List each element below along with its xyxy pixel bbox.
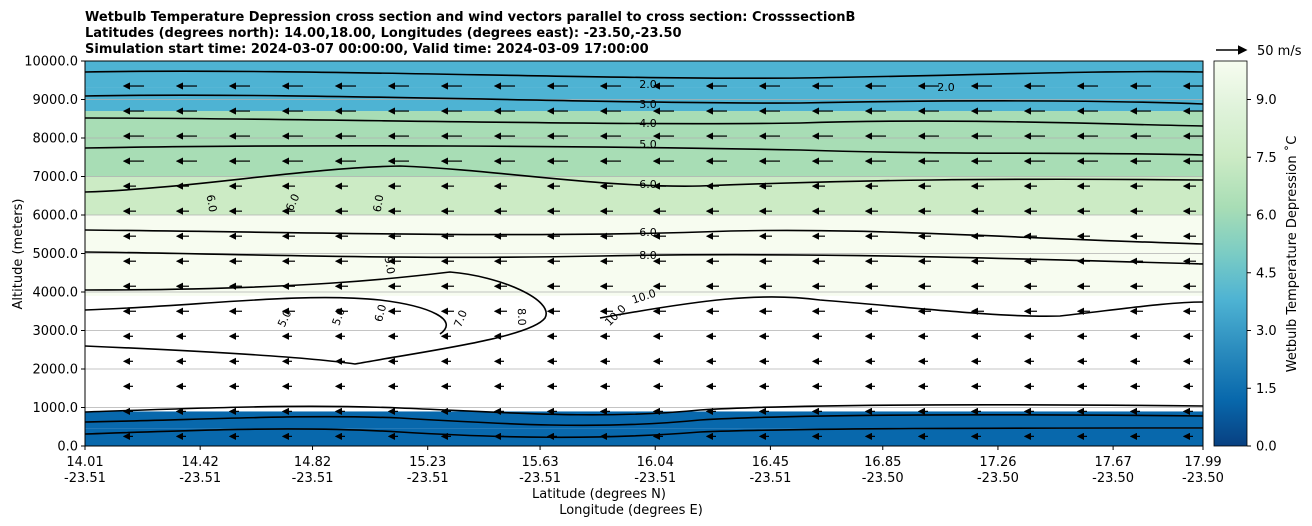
contour-label-15: 6.0 [372, 303, 389, 323]
colorbar-tick-label-1: 1.5 [1256, 382, 1277, 397]
depression-band-10 [85, 61, 1203, 88]
y-tick-label-1: 1000.0 [33, 401, 79, 416]
colorbar-tick-label-0: 0.0 [1256, 440, 1277, 455]
wind-vectors [122, 82, 1203, 440]
x-tick-lon-5: -23.51 [634, 471, 676, 486]
title-line-3: Simulation start time: 2024-03-07 00:00:… [85, 42, 649, 57]
contour-label-5: 6.0 [639, 226, 657, 239]
contour-label-11: 6.0 [371, 194, 387, 213]
x-axis-label-lat: Latitude (degrees N) [532, 487, 666, 502]
contour-label-8: 2.0 [937, 81, 955, 94]
y-tick-label-9: 9000.0 [33, 93, 79, 108]
depression-band-3 [85, 295, 1203, 327]
chart-title: Wetbulb Temperature Depression cross sec… [85, 10, 855, 57]
contour-4 [85, 117, 1203, 127]
contour-8 [85, 251, 1203, 265]
contour-label-2: 4.0 [639, 117, 657, 130]
contour-10 [85, 271, 547, 365]
contour-label-3: 5.0 [639, 138, 657, 151]
contour-surface-3 [85, 427, 1203, 439]
depression-band-6 [85, 176, 1203, 215]
y-tick-label-2: 2000.0 [33, 363, 79, 378]
colorbar-tick-label-5: 7.5 [1256, 151, 1277, 166]
contour-label-4: 6.0 [639, 178, 657, 191]
x-axis-label-lon: Longitude (degrees E) [559, 503, 703, 518]
contour-6-lower [85, 229, 1203, 245]
x-tick-lat-5: 16.04 [637, 455, 674, 470]
colorbar-tick-label-2: 3.0 [1256, 324, 1277, 339]
contour-label-0: 2.0 [639, 78, 657, 91]
depression-band-7 [85, 138, 1203, 177]
x-tick-lon-2: -23.51 [292, 471, 334, 486]
contour-5 [85, 145, 1203, 156]
contour-label-9: 6.0 [204, 194, 220, 213]
horizontal-grid [85, 61, 1203, 446]
contour-6-upper [85, 165, 1203, 193]
y-tick-label-7: 7000.0 [33, 170, 79, 185]
y-tick-label-3: 3000.0 [33, 324, 79, 339]
depression-bands [85, 61, 1203, 446]
x-tick-lat-9: 17.67 [1095, 455, 1132, 470]
colorbar-gradient [1213, 60, 1248, 447]
colorbar-tick-label-4: 6.0 [1256, 209, 1277, 224]
x-tick-lat-10: 17.99 [1184, 455, 1221, 470]
y-tick-label-6: 6000.0 [33, 209, 79, 224]
contour-surface-2 [85, 414, 1203, 427]
x-tick-lon-4: -23.51 [519, 471, 561, 486]
x-tick-lon-6: -23.51 [749, 471, 791, 486]
y-tick-label-8: 8000.0 [33, 132, 79, 147]
plot-area: 2.03.04.05.06.06.08.010.02.06.0 6.0 6.09.0… [85, 61, 1203, 446]
depression-band-4 [85, 257, 1203, 296]
y-axis-label: Altitude (meters) [11, 199, 26, 310]
contour-surface-1 [85, 404, 1203, 416]
x-tick-lat-4: 15.63 [521, 455, 558, 470]
y-tick-label-10: 10000.0 [24, 55, 78, 70]
y-tick-label-0: 0.0 [57, 440, 78, 455]
x-tick-lon-3: -23.51 [407, 471, 449, 486]
contour-3 [85, 94, 1203, 105]
title-line-2: Latitudes (degrees north): 14.00,18.00, … [85, 26, 682, 41]
x-tick-lat-3: 15.23 [409, 455, 446, 470]
colorbar-label: Wetbulb Temperature Depression ˚C [1284, 136, 1300, 373]
depression-band-8 [85, 111, 1203, 138]
colorbar-ticks: 0.0 1.5 3.0 4.5 6.0 7.5 9.0 [1247, 93, 1277, 455]
x-tick-lat-2: 14.82 [294, 455, 331, 470]
x-tick-lon-9: -23.50 [1092, 471, 1134, 486]
contour-9 [85, 296, 447, 335]
x-tick-lat-7: 16.85 [864, 455, 901, 470]
x-axis: 14.01-23.5114.42-23.5114.82-23.5115.23-2… [64, 446, 1224, 486]
colorbar-tick-label-6: 9.0 [1256, 93, 1277, 108]
x-tick-lat-1: 14.42 [182, 455, 219, 470]
contour-label-6: 8.0 [639, 249, 657, 262]
x-tick-lon-8: -23.50 [977, 471, 1019, 486]
contour-label-16: 7.0 [451, 308, 470, 329]
y-tick-label-4: 4000.0 [33, 286, 79, 301]
x-tick-lon-7: -23.50 [862, 471, 904, 486]
title-line-1: Wetbulb Temperature Depression cross sec… [85, 10, 855, 25]
colorbar-tick-label-3: 4.5 [1256, 266, 1277, 281]
contour-2 [85, 70, 1203, 80]
x-tick-lat-8: 17.26 [979, 455, 1016, 470]
depression-band-0 [85, 428, 1203, 446]
x-tick-lon-0: -23.51 [64, 471, 106, 486]
x-tick-lon-10: -23.50 [1182, 471, 1224, 486]
y-axis: 0.0 1000.0 2000.0 3000.0 4000.0 5000.0 6000.0 7… [24, 55, 85, 455]
y-tick-label-5: 5000.0 [33, 247, 79, 262]
x-tick-lon-1: -23.51 [179, 471, 221, 486]
wind-key: 50 m/s [1216, 44, 1302, 59]
contour-label-1: 3.0 [639, 98, 657, 111]
contour-label-17: 8.0 [515, 308, 529, 326]
wind-key-label: 50 m/s [1257, 44, 1302, 59]
x-tick-lat-0: 14.01 [66, 455, 103, 470]
colorbar: 0.0 1.5 3.0 4.5 6.0 7.5 9.0 Wetbulb Temperatur… [1213, 60, 1300, 455]
x-tick-lat-6: 16.45 [752, 455, 789, 470]
